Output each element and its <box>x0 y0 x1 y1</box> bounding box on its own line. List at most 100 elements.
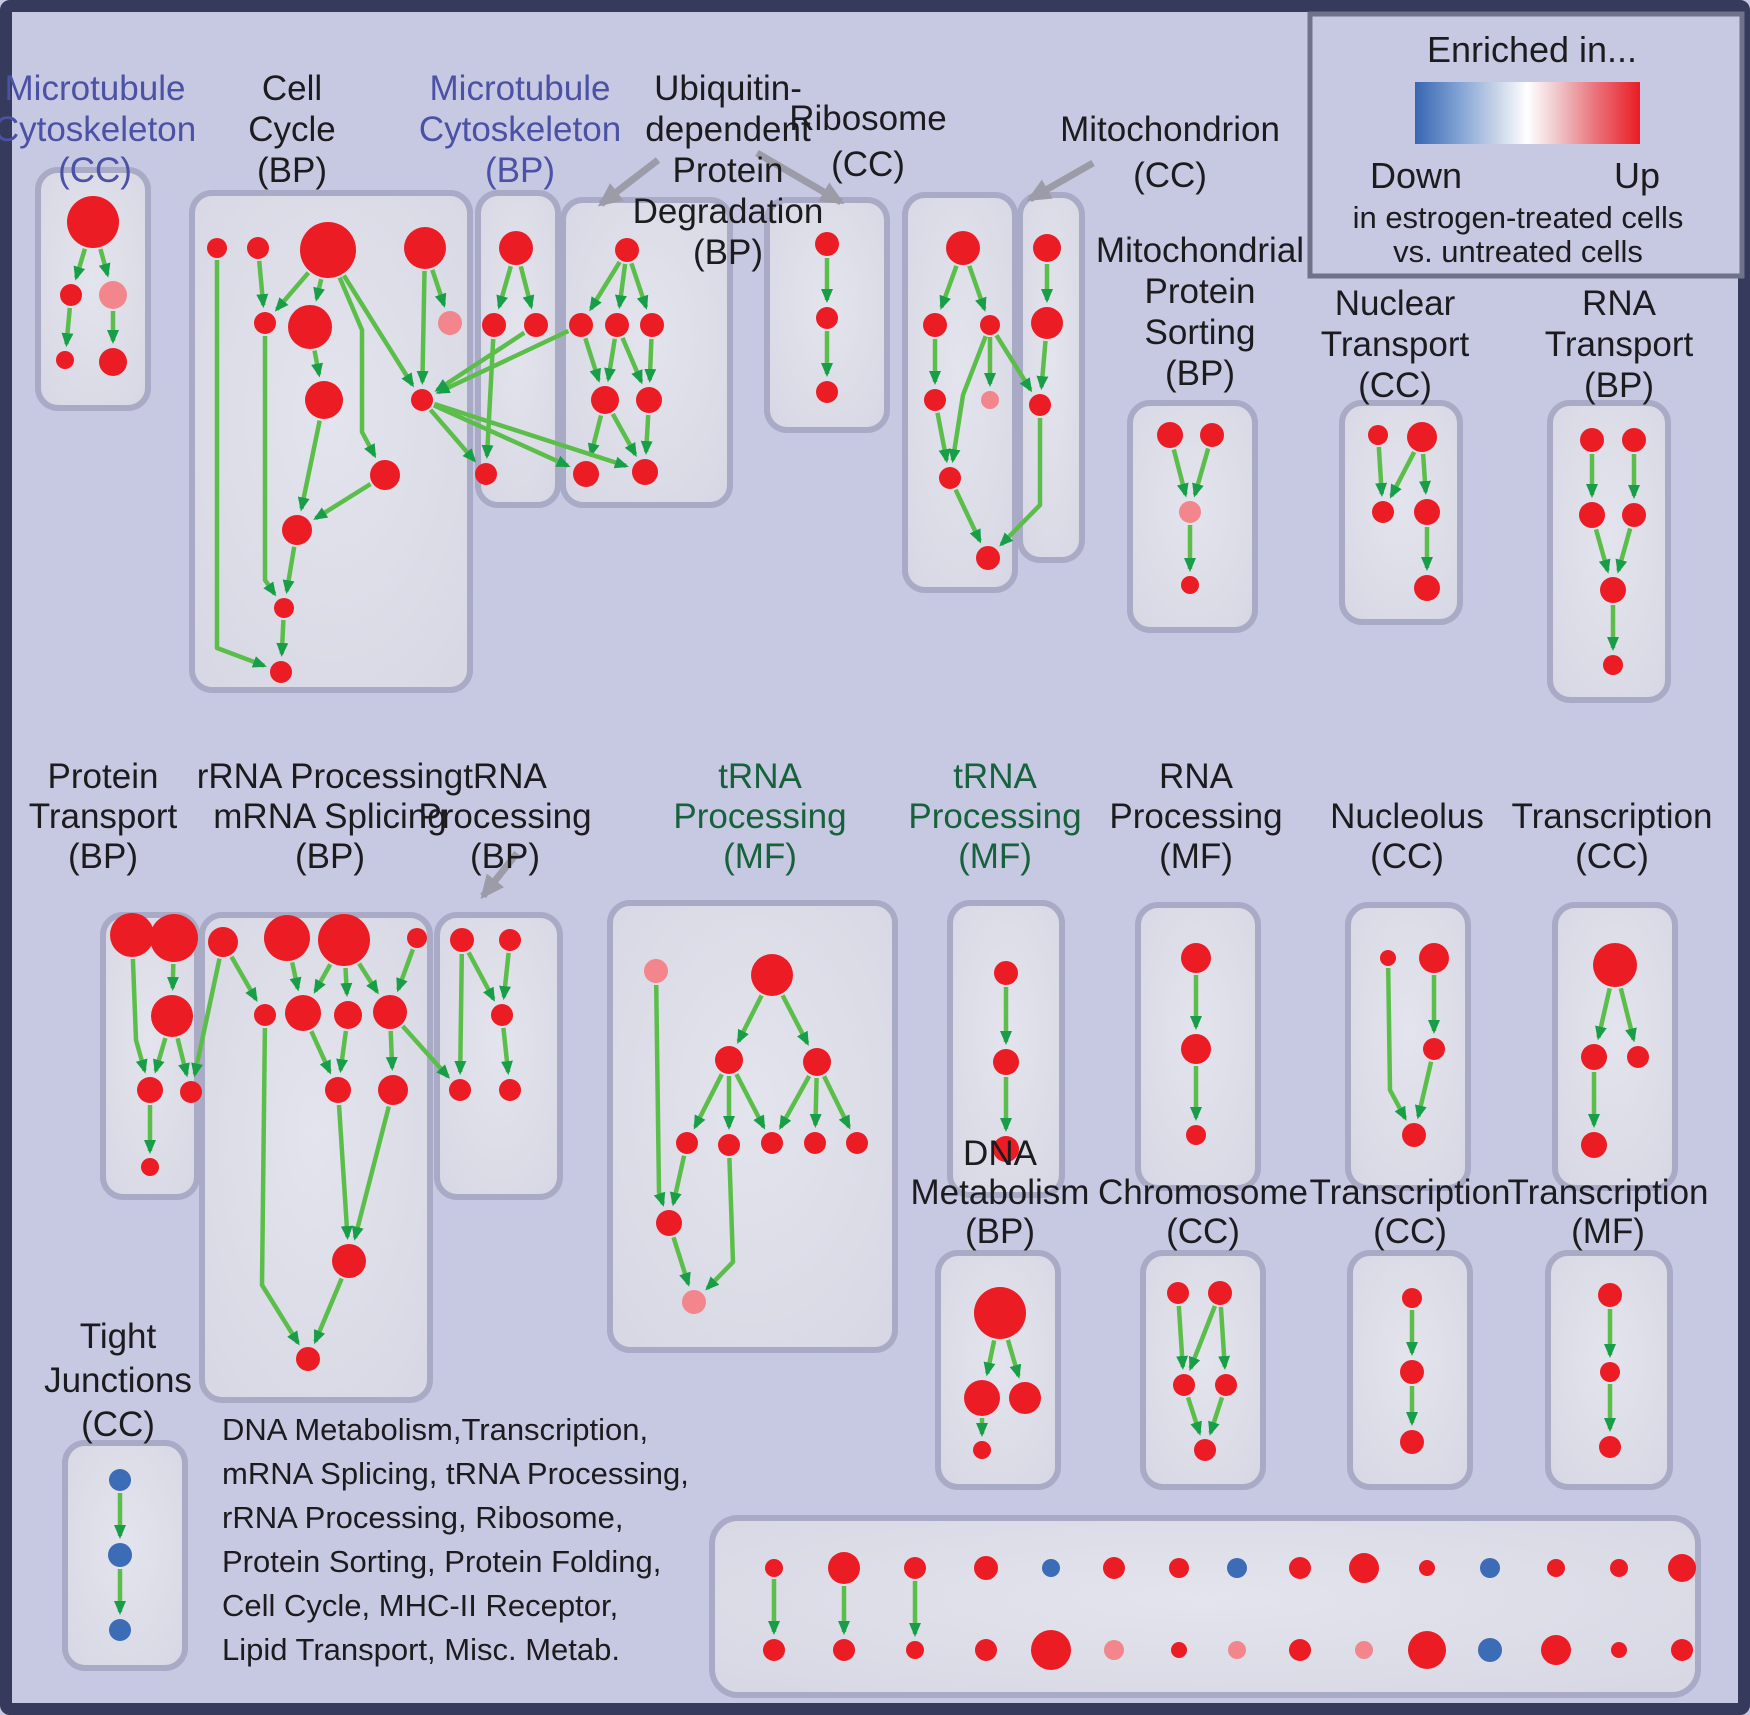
strip-node-bottom-5 <box>1104 1640 1124 1660</box>
cluster-label-trna_mf_1-line2: (MF) <box>723 837 797 876</box>
cluster-label-nucleolus-line1: (CC) <box>1370 837 1444 876</box>
cluster-label-rna_processing-line2: (MF) <box>1159 837 1233 876</box>
go-term-node-trna_bp-t1 <box>499 929 521 951</box>
cluster-label-ubiq_main-line4: (BP) <box>693 233 763 272</box>
cluster-label-rna_transport-line1: Transport <box>1545 325 1694 364</box>
strip-node-bottom-1 <box>833 1639 855 1661</box>
cross-edge-mito.g2-ribosome.f6 <box>999 418 1043 547</box>
cluster-box-nucleolus <box>1345 902 1471 1191</box>
go-term-node-trna_mf_1-u3 <box>803 1048 831 1076</box>
go-term-node-rrna-r6 <box>334 1001 362 1029</box>
cluster-label-transcription_cc_b-line0: Transcription <box>1310 1173 1511 1212</box>
edge-cell_cycle-b9-b10 <box>313 482 372 521</box>
go-term-node-rna_transport-j0 <box>1580 428 1604 452</box>
strip-node-top-5 <box>1103 1557 1125 1579</box>
cluster-label-rrna-line2: (BP) <box>295 837 365 876</box>
cluster-label-trna_mf_1-line0: tRNA <box>718 757 802 796</box>
go-term-node-chromosome-k1 <box>1208 1281 1232 1305</box>
edge-cell_cycle-b10-b11 <box>282 546 297 595</box>
cluster-label-transcription_cc_a-line1: (CC) <box>1575 837 1649 876</box>
go-term-node-rrna-r9 <box>378 1075 408 1105</box>
cluster-label-transcription_cc_b-line1: (CC) <box>1373 1212 1447 1251</box>
edge-mt_cc-a0-a1 <box>73 248 88 281</box>
cross-edge-rrna.r0-prot_transport.p4 <box>191 958 222 1078</box>
go-term-node-mito-g0 <box>1033 234 1061 262</box>
cluster-label-dna_metabolism-line0: DNA <box>963 1134 1038 1173</box>
ubiquitin-right-arrow <box>755 149 845 206</box>
edge-mt_cc-a1-a3 <box>61 307 74 348</box>
go-term-node-ribosome-f5 <box>939 467 961 489</box>
cluster-label-trna_bp-line2: (BP) <box>470 837 540 876</box>
go-term-node-trna_bp-t4 <box>499 1079 521 1101</box>
go-term-node-trna_mf_2-v0 <box>994 961 1018 985</box>
edge-rrna-r1-r5 <box>289 961 302 992</box>
edge-mito_sort-h1-h2 <box>1192 447 1211 498</box>
cross-edge-cell_cycle.b8-ubiq_main.d6 <box>432 403 571 468</box>
edge-rrna-r7-r9 <box>385 1030 398 1071</box>
strip-node-top-12 <box>1547 1559 1565 1577</box>
go-term-node-trna_mf_1-u9 <box>656 1210 682 1236</box>
edge-rrna-r5-r8 <box>309 1030 332 1075</box>
go-term-node-mt_bp-c3 <box>475 463 497 485</box>
cluster-label-prot_transport-line1: Transport <box>29 797 178 836</box>
go-term-node-rrna-r5 <box>285 995 321 1031</box>
edge-rrna-r6-r8 <box>336 1030 349 1074</box>
cross-edge-rrna.r7-trna_bp.t3 <box>401 1024 451 1079</box>
go-term-node-nuc_transport-i4 <box>1414 575 1440 601</box>
cluster-label-prot_transport-line2: (BP) <box>68 837 138 876</box>
edge-trna_mf_1-u1-u2 <box>736 994 764 1044</box>
go-term-node-ubiq_main-d2 <box>605 313 629 337</box>
go-term-node-ubiq_small-e1 <box>816 307 838 329</box>
strip-node-top-14 <box>1668 1554 1696 1582</box>
go-term-node-rna_transport-j5 <box>1603 655 1623 675</box>
cluster-label-mt_bp-line1: Cytoskeleton <box>419 110 621 149</box>
strip-node-bottom-12 <box>1541 1635 1571 1665</box>
strip-node-top-0 <box>765 1559 783 1577</box>
edge-nucleolus-x2-x3 <box>1414 1061 1434 1120</box>
strip-node-bottom-8 <box>1289 1639 1311 1661</box>
edge-rrna-r4-r12 <box>259 1027 300 1346</box>
edge-ribosome-f2-f5 <box>948 335 988 464</box>
edge-dna_metabolism-z0-z2 <box>1005 1339 1022 1379</box>
edge-trna_mf_1-u0-u9 <box>653 984 666 1207</box>
cluster-box-mt_bp <box>475 190 561 508</box>
go-term-node-mito_sort-h3 <box>1181 576 1199 594</box>
go-term-node-tight_junctions-q1 <box>108 1543 132 1567</box>
cluster-box-dna_metabolism <box>935 1250 1061 1490</box>
edge-chromosome-k0-k2 <box>1176 1305 1189 1370</box>
go-term-node-chromosome-k0 <box>1167 1282 1189 1304</box>
go-term-node-ribosome-f3 <box>924 389 946 411</box>
cluster-label-trna_mf_1-line1: Processing <box>673 797 846 836</box>
edge-ubiq_main-d0-d3 <box>629 262 649 310</box>
strip-node-top-7 <box>1227 1558 1247 1578</box>
edge-ubiq_main-d0-d1 <box>588 260 622 312</box>
cluster-label-prot_transport-line0: Protein <box>48 757 159 796</box>
edge-cell_cycle-b2-b5 <box>313 278 325 302</box>
cluster-label-rrna-line0: rRNA Processing <box>197 757 463 796</box>
go-term-node-mt_bp-c2 <box>524 313 548 337</box>
cluster-label-ribosome-line0: Ribosome <box>789 99 947 138</box>
go-term-node-nuc_transport-i3 <box>1414 499 1440 525</box>
go-term-node-trna_mf_1-u8 <box>846 1132 868 1154</box>
go-term-node-trna_mf_1-u5 <box>718 1134 740 1156</box>
go-term-node-chromosome-k3 <box>1215 1374 1237 1396</box>
go-term-node-prot_transport-p3 <box>137 1077 163 1103</box>
go-term-node-cell_cycle-b1 <box>247 237 269 259</box>
edge-ubiq_main-d1-d4 <box>583 337 601 383</box>
edge-mito_sort-h0-h2 <box>1171 448 1189 498</box>
go-term-node-trna_mf_2-v1 <box>993 1049 1019 1075</box>
go-term-node-ribosome-f6 <box>976 546 1000 570</box>
cluster-label-cell_cycle-line0: Cell <box>262 69 322 108</box>
edge-transcription_cc_a-y0-y2 <box>1618 987 1637 1043</box>
go-term-node-cell_cycle-b7 <box>305 381 343 419</box>
go-term-node-cell_cycle-b10 <box>282 515 312 545</box>
edge-rrna-r2-r7 <box>357 962 379 995</box>
go-term-node-cell_cycle-b2 <box>300 222 356 278</box>
edge-nucleolus-x0-x3 <box>1385 967 1408 1121</box>
go-term-node-mt_bp-c1 <box>482 313 506 337</box>
cluster-label-mt_cc-line0: Microtubule <box>5 69 186 108</box>
legend-layer: Enriched in... Down Up in estrogen-treated … <box>1307 11 1745 279</box>
edge-rrna-r11-r12 <box>313 1277 344 1345</box>
go-term-node-rna_transport-j1 <box>1622 428 1646 452</box>
edge-ribosome-f0-f2 <box>967 265 987 312</box>
